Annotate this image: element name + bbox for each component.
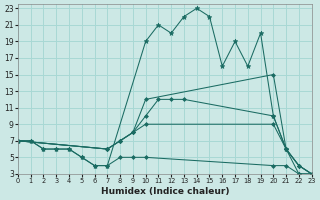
X-axis label: Humidex (Indice chaleur): Humidex (Indice chaleur)	[100, 187, 229, 196]
